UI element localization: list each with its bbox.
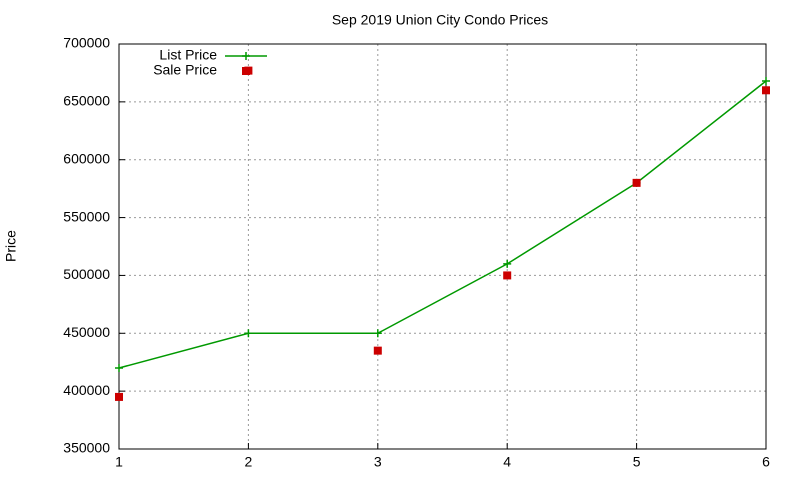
chart-title: Sep 2019 Union City Condo Prices: [332, 12, 548, 28]
plot-frame: [118, 43, 767, 450]
x-tick-label: 5: [633, 454, 641, 470]
series-line: [118, 80, 767, 369]
x-tick-label: 4: [503, 454, 511, 470]
legend-marker: [242, 52, 250, 60]
data-point: [632, 178, 641, 187]
data-point: [503, 271, 512, 280]
x-tick-label: 1: [115, 454, 123, 470]
data-point: [373, 346, 382, 355]
x-tick-label: 6: [762, 454, 770, 470]
y-tick-label: 450000: [63, 324, 110, 340]
legend-marker: [242, 67, 250, 75]
legend-label: Sale Price: [153, 62, 217, 78]
data-point: [762, 86, 770, 95]
data-point: [373, 329, 382, 338]
legend-label: List Price: [159, 47, 217, 63]
data-point: [115, 392, 123, 401]
y-tick-label: 550000: [63, 208, 110, 224]
y-axis-label: Price: [3, 230, 19, 262]
data-point: [762, 77, 770, 86]
y-tick-label: 400000: [63, 382, 110, 398]
data-point: [115, 364, 123, 372]
y-tick-label: 700000: [63, 35, 110, 51]
y-tick-label: 500000: [63, 266, 110, 282]
x-tick-label: 2: [245, 454, 253, 470]
y-tick-label: 600000: [63, 150, 110, 166]
x-tick-label: 3: [374, 454, 382, 470]
y-tick-label: 650000: [63, 93, 110, 109]
data-point: [244, 329, 253, 338]
data-point: [503, 259, 512, 268]
y-tick-label: 350000: [63, 440, 110, 456]
